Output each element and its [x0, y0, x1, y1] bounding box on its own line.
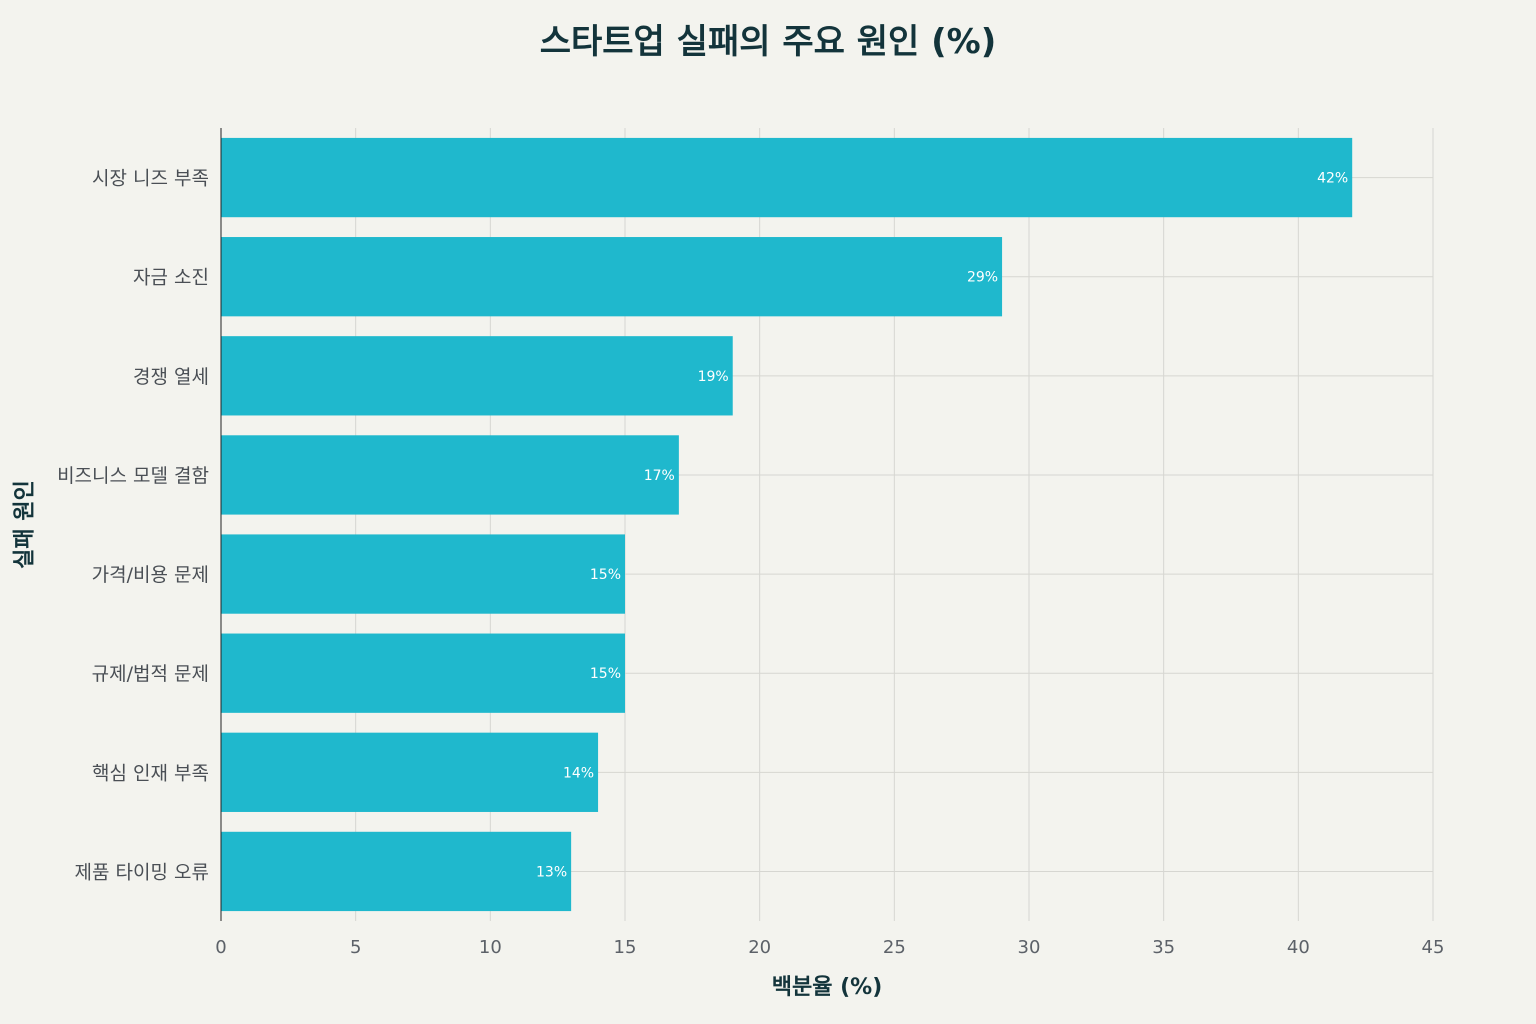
data-label: 15% — [590, 567, 621, 583]
data-label: 19% — [698, 369, 729, 385]
bar — [221, 831, 572, 912]
category-label: 자금 소진 — [133, 267, 209, 289]
category-label: 가격/비용 문제 — [92, 564, 209, 586]
x-tick-label: 35 — [1152, 937, 1175, 958]
bar — [221, 534, 625, 614]
data-label: 17% — [644, 468, 675, 484]
category-label: 규제/법적 문제 — [92, 663, 209, 685]
bars — [221, 137, 1353, 912]
x-tick-label: 20 — [748, 937, 771, 958]
x-tick-label: 0 — [215, 937, 226, 958]
category-label: 시장 니즈 부족 — [92, 168, 209, 190]
data-label: 14% — [563, 765, 594, 781]
data-label: 13% — [536, 864, 567, 880]
x-tick-label: 5 — [350, 937, 361, 958]
x-tick-label: 10 — [479, 937, 502, 958]
y-axis-title: 실패 원인 — [13, 480, 38, 569]
chart-title: 스타트업 실패의 주요 원인 (%) — [539, 22, 997, 62]
category-label: 경쟁 열세 — [133, 366, 209, 388]
category-label: 핵심 인재 부족 — [92, 762, 209, 784]
bar — [221, 137, 1353, 218]
x-axis-title: 백분율 (%) — [772, 975, 883, 1000]
x-tick-label: 45 — [1422, 937, 1445, 958]
x-tick-label: 30 — [1018, 937, 1041, 958]
data-label: 29% — [967, 270, 998, 286]
x-tick-label: 25 — [883, 937, 906, 958]
x-tick-label: 15 — [614, 937, 637, 958]
bar — [221, 435, 679, 515]
x-tick-labels: 0 5 10 15 20 25 30 35 40 45 — [215, 937, 1444, 958]
bar — [221, 336, 733, 416]
data-label: 15% — [590, 666, 621, 682]
bar — [221, 732, 599, 812]
data-label: 42% — [1317, 171, 1348, 187]
category-label: 비즈니스 모델 결함 — [57, 465, 209, 487]
bar — [221, 237, 1003, 317]
data-labels: 42% 29% 19% 17% 15% 15% 14% 13% — [536, 171, 1348, 881]
category-label: 제품 타이밍 오류 — [75, 861, 209, 883]
x-tick-label: 40 — [1287, 937, 1310, 958]
bar — [221, 633, 625, 713]
